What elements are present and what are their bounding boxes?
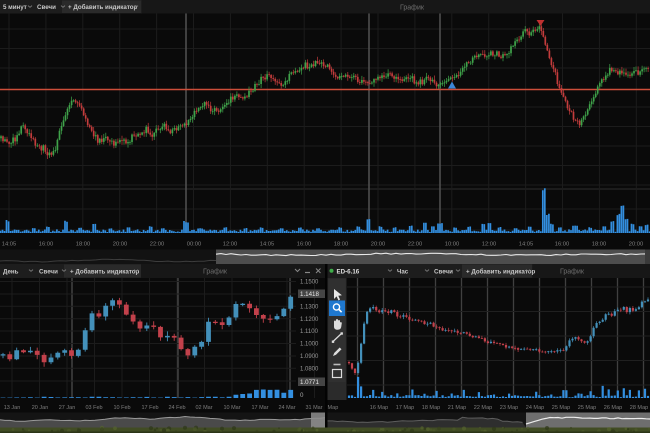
svg-text:График: График <box>203 269 228 276</box>
svg-text:16 Мар: 16 Мар <box>370 405 388 411</box>
svg-text:20:00: 20:00 <box>629 242 644 248</box>
svg-text:Свечи: Свечи <box>37 4 56 11</box>
svg-text:5 минут: 5 минут <box>3 4 27 11</box>
svg-text:03 Feb: 03 Feb <box>85 405 102 411</box>
svg-text:23 Мар: 23 Мар <box>500 405 518 411</box>
svg-text:20 Jan: 20 Jan <box>32 405 49 411</box>
svg-text:Свечи: Свечи <box>39 269 58 276</box>
svg-text:1.1500: 1.1500 <box>300 280 319 286</box>
svg-text:14:05: 14:05 <box>2 242 17 248</box>
svg-text:18 Мар: 18 Мар <box>422 405 440 411</box>
svg-text:График: График <box>560 269 585 276</box>
svg-text:27 Jan: 27 Jan <box>59 405 76 411</box>
svg-text:Мар: Мар <box>328 405 339 411</box>
svg-text:+ Добавить индикатор: + Добавить индикатор <box>68 4 138 11</box>
svg-text:24 Mar: 24 Mar <box>278 405 295 411</box>
svg-text:25 Мар: 25 Мар <box>552 405 570 411</box>
svg-text:21 Мар: 21 Мар <box>448 405 466 411</box>
svg-text:16:00: 16:00 <box>555 242 570 248</box>
svg-text:22:00: 22:00 <box>408 242 423 248</box>
svg-text:1.1200: 1.1200 <box>300 317 319 323</box>
svg-text:31 Mar: 31 Mar <box>305 405 322 411</box>
svg-text:1.1100: 1.1100 <box>300 329 319 335</box>
svg-text:12:00: 12:00 <box>482 242 497 248</box>
svg-text:25 Мар: 25 Мар <box>578 405 596 411</box>
svg-text:0: 0 <box>300 392 304 399</box>
svg-text:22 Мар: 22 Мар <box>474 405 492 411</box>
svg-text:1.0771: 1.0771 <box>300 379 319 386</box>
svg-text:График: График <box>400 5 425 12</box>
svg-text:17 Feb: 17 Feb <box>141 405 158 411</box>
svg-text:28 Мар: 28 Мар <box>630 405 648 411</box>
svg-text:13 Jan: 13 Jan <box>4 405 21 411</box>
svg-text:00:00: 00:00 <box>187 242 202 248</box>
svg-text:1.1000: 1.1000 <box>300 342 319 348</box>
svg-text:20:00: 20:00 <box>371 242 386 248</box>
svg-text:16:00: 16:00 <box>39 242 54 248</box>
svg-text:1.1418: 1.1418 <box>300 291 319 298</box>
svg-text:1.0900: 1.0900 <box>300 354 319 360</box>
svg-text:День: День <box>3 269 19 276</box>
svg-text:Час: Час <box>397 269 409 276</box>
svg-text:1.1300: 1.1300 <box>300 305 319 311</box>
svg-text:24 Мар: 24 Мар <box>526 405 544 411</box>
svg-text:Свечи: Свечи <box>434 269 453 276</box>
svg-text:24 Feb: 24 Feb <box>168 405 185 411</box>
svg-text:18:00: 18:00 <box>334 242 349 248</box>
svg-text:17 Мар: 17 Мар <box>396 405 414 411</box>
svg-text:20:00: 20:00 <box>113 242 128 248</box>
svg-text:22:00: 22:00 <box>150 242 165 248</box>
svg-text:ED-6.16: ED-6.16 <box>337 269 360 276</box>
svg-text:10:00: 10:00 <box>445 242 460 248</box>
svg-text:18:00: 18:00 <box>592 242 607 248</box>
svg-text:10 Feb: 10 Feb <box>113 405 130 411</box>
svg-text:26 Мар: 26 Мар <box>604 405 622 411</box>
svg-text:14:05: 14:05 <box>519 242 534 248</box>
svg-text:14:05: 14:05 <box>260 242 275 248</box>
svg-text:18:00: 18:00 <box>76 242 91 248</box>
svg-text:12:00: 12:00 <box>223 242 238 248</box>
svg-text:10 Mar: 10 Mar <box>223 405 240 411</box>
svg-text:+ Добавить индикатор: + Добавить индикатор <box>70 269 140 276</box>
svg-text:1.0800: 1.0800 <box>300 366 319 372</box>
svg-text:17 Mar: 17 Mar <box>251 405 268 411</box>
svg-text:02 Mar: 02 Mar <box>195 405 212 411</box>
svg-text:+ Добавить индикатор: + Добавить индикатор <box>466 269 536 276</box>
svg-text:16:00: 16:00 <box>297 242 312 248</box>
